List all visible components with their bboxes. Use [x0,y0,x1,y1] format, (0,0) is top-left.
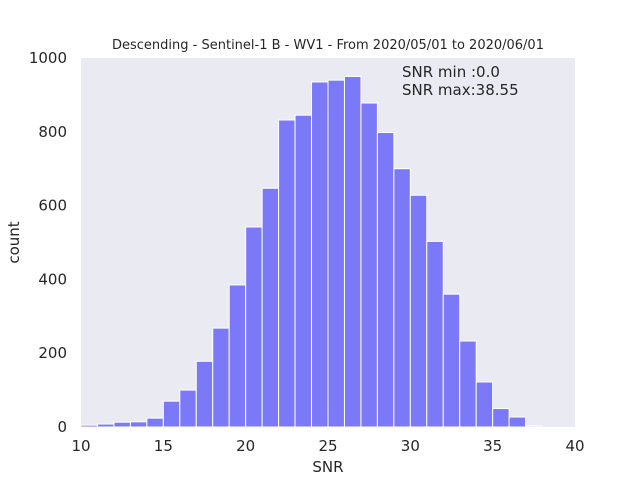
histogram-bar [393,168,411,428]
histogram-bar [113,421,131,428]
histogram-bar [327,79,345,428]
y-axis-ticks: 0 200 400 600 800 1000 [29,49,67,436]
y-tick-label: 400 [38,270,67,288]
histogram-bar [525,425,543,428]
x-tick-label: 20 [236,437,255,455]
histogram-bar [146,417,164,428]
histogram-bar [195,360,214,428]
histogram-bar [245,226,263,428]
y-tick-label: 0 [57,418,67,436]
histogram-bar [96,423,115,428]
histogram-bar [409,194,428,428]
histogram-bar [376,132,395,428]
histogram-bar [80,424,98,428]
x-axis-ticks: 10 15 20 25 30 35 40 [71,437,584,455]
histogram-bar [294,114,313,428]
histogram-bar [212,327,230,428]
histogram-bar [228,284,247,428]
snr-max-annotation: SNR max:38.55 [402,81,519,99]
histogram-bar [508,416,527,428]
y-tick-label: 200 [38,344,67,362]
y-tick-label: 600 [38,197,67,215]
y-tick-label: 800 [38,123,67,141]
histogram-bars [80,75,543,428]
x-tick-label: 30 [401,437,420,455]
x-tick-label: 40 [565,437,584,455]
histogram-bar [162,400,181,428]
histogram-bar [459,340,477,428]
chart-title: Descending - Sentinel-1 B - WV1 - From 2… [112,38,544,53]
y-tick-label: 1000 [29,49,67,67]
histogram-bar [179,389,197,428]
snr-min-annotation: SNR min :0.0 [402,63,500,81]
x-tick-label: 35 [483,437,502,455]
histogram-bar [278,119,296,428]
histogram-bar [442,293,461,428]
histogram-bar [360,102,378,428]
histogram-bar [492,408,510,428]
x-axis-label: SNR [312,458,343,476]
histogram-bar [129,421,148,428]
histogram-bar [426,240,444,428]
y-axis-label: count [5,221,23,263]
x-tick-label: 25 [318,437,337,455]
histogram-bar [343,75,362,428]
x-tick-label: 15 [154,437,173,455]
histogram-bar [311,81,329,428]
x-tick-label: 10 [71,437,90,455]
histogram-bar [261,187,280,428]
histogram-bar [475,381,494,428]
